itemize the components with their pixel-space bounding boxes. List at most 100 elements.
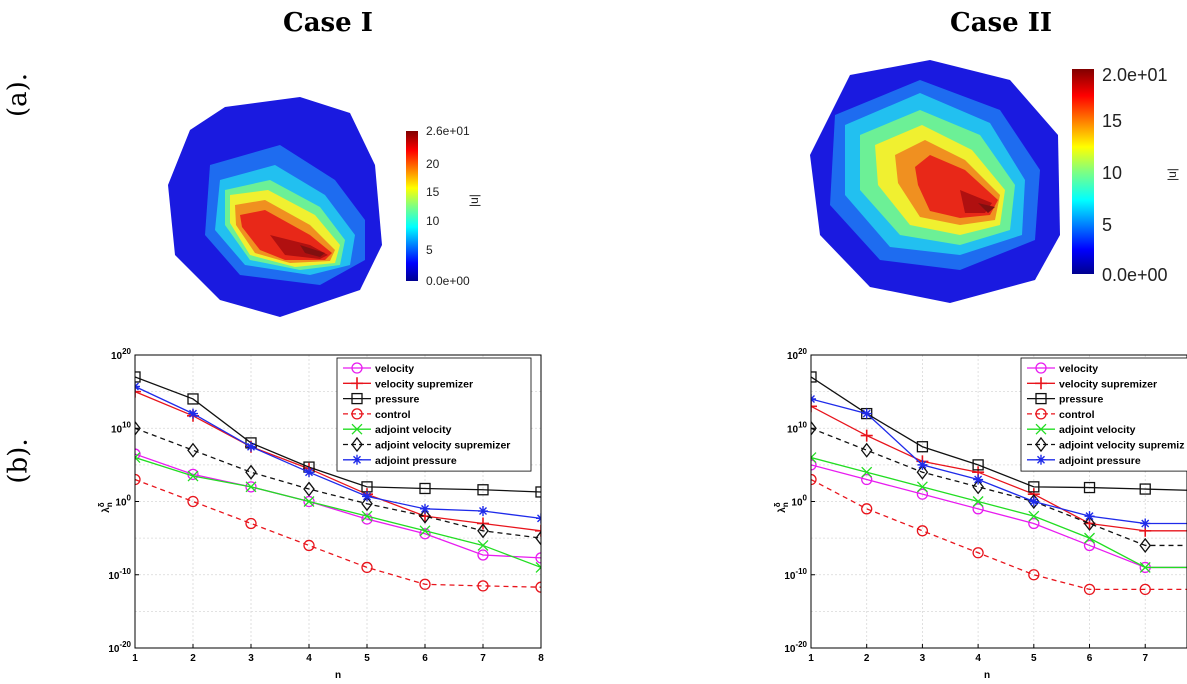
- legend-marker-velocity: [351, 362, 363, 374]
- data-point-adjoint-pressure: [420, 503, 430, 514]
- data-point-adjoint-velocity-supremizer: [811, 420, 817, 436]
- data-point-adjoint-velocity: [303, 496, 315, 507]
- series-line-control: [135, 478, 541, 588]
- data-point-adjoint-velocity: [972, 496, 984, 507]
- series-line-velocity: [135, 453, 541, 559]
- x-axis-label: n: [984, 670, 990, 681]
- data-point-velocity: [811, 459, 817, 471]
- data-point-adjoint-velocity-supremizer: [1139, 537, 1152, 554]
- data-point-adjoint-velocity-supremizer: [419, 508, 431, 524]
- legend-marker-adjoint-velocity: [351, 423, 363, 435]
- data-point-adjoint-velocity-supremizer: [187, 442, 199, 458]
- data-point-velocity-supremizer: [860, 429, 873, 442]
- series-line-control: [811, 478, 1187, 591]
- legend-marker-adjoint-pressure: [352, 454, 362, 465]
- legend: velocity velocity supremizer pressure contr…: [336, 357, 532, 472]
- x-tick-label: 1: [132, 653, 138, 664]
- data-point-pressure: [1139, 483, 1151, 495]
- velocity-magnitude-field: [810, 60, 1060, 303]
- data-point-velocity: [477, 549, 489, 561]
- legend-label-adjoint-velocity: adjoint velocity: [1059, 424, 1136, 436]
- legend-marker-adjoint-velocity: [1035, 423, 1047, 435]
- data-point-adjoint-velocity: [245, 481, 257, 493]
- legend-label-velocity: velocity: [375, 363, 414, 375]
- legend-marker-pressure: [1035, 392, 1047, 405]
- x-tick-label: 6: [1087, 653, 1093, 664]
- x-tick-label: 2: [190, 653, 196, 664]
- chart-case-i: 1 2 3 4 5 6 7 8 1020 1010 100 10-10 10-20 n λnδ velocit…: [97, 347, 544, 681]
- x-tick-label: 3: [920, 653, 926, 664]
- data-point-adjoint-velocity: [1084, 532, 1095, 544]
- velocity-magnitude-field: [168, 97, 382, 317]
- legend-box: [1020, 357, 1187, 472]
- legend-label-pressure: pressure: [375, 394, 420, 406]
- data-point-velocity: [1028, 517, 1040, 530]
- data-point-velocity-supremizer: [135, 385, 141, 398]
- data-point-velocity: [916, 488, 929, 500]
- data-point-adjoint-velocity: [535, 561, 541, 573]
- data-point-control: [1139, 583, 1151, 596]
- legend-label-adjoint-velocity-supremizer: adjoint velocity supremiz: [1059, 440, 1184, 452]
- x-tick-label: 7: [1142, 653, 1148, 664]
- colorbar-tick-label: 15: [426, 185, 440, 199]
- data-point-control: [245, 517, 257, 530]
- series-group: [135, 371, 541, 593]
- colorbar-max-label: 2.0e+01: [1102, 65, 1168, 85]
- series-group: [811, 371, 1187, 596]
- y-tick-label: 10-10: [784, 567, 807, 582]
- colorbar-max-label: 2.6e+01: [426, 124, 470, 138]
- chart-case-ii: 1 2 3 4 5 6 7 1020 1010 100 10-10 10-20 n λnδ velocity…: [773, 347, 1187, 681]
- y-tick-label: 1020: [787, 347, 808, 362]
- x-tick-label: 6: [422, 653, 428, 664]
- legend-label-pressure: pressure: [1059, 394, 1104, 406]
- data-point-control: [361, 561, 373, 574]
- data-point-adjoint-velocity-supremizer: [245, 464, 257, 480]
- data-point-control: [811, 473, 817, 486]
- data-point-velocity: [535, 552, 541, 564]
- x-tick-label: 1: [808, 653, 814, 664]
- data-point-adjoint-velocity-supremizer: [1027, 493, 1040, 510]
- y-tick-label: 100: [115, 494, 131, 509]
- series-line-velocity: [811, 464, 1187, 569]
- colorbar-title: |u|: [1165, 168, 1179, 181]
- data-point-adjoint-velocity: [1028, 510, 1040, 522]
- y-tick-label: 100: [791, 494, 807, 509]
- legend-marker-velocity: [1035, 362, 1047, 374]
- colorbar: [1072, 69, 1094, 274]
- data-point-control: [916, 525, 929, 537]
- legend-marker-adjoint-velocity-supremizer: [1035, 436, 1047, 453]
- data-point-adjoint-pressure: [188, 408, 198, 419]
- legend-marker-control: [351, 408, 363, 420]
- colorbar-tick-label: 10: [1102, 163, 1122, 183]
- x-tick-label: 5: [1031, 653, 1037, 664]
- colorbar-tick-label: 10: [426, 214, 440, 228]
- data-point-adjoint-velocity-supremizer: [477, 523, 489, 539]
- data-point-adjoint-velocity-supremizer: [916, 464, 929, 480]
- x-axis-label: n: [335, 670, 341, 681]
- data-point-adjoint-pressure: [246, 441, 256, 452]
- data-point-pressure: [916, 441, 929, 453]
- field-plot-case-i: 2.6e+01 20 15 10 5 0.0e+00 |u|: [168, 97, 481, 317]
- legend-marker-adjoint-velocity-supremizer: [351, 436, 363, 453]
- series-line-adjoint-velocity-supremizer: [811, 427, 1187, 547]
- data-point-adjoint-pressure: [973, 474, 984, 485]
- data-point-pressure: [1028, 481, 1040, 493]
- legend: velocity velocity supremizer pressure contr…: [1020, 357, 1187, 472]
- data-point-adjoint-pressure: [1140, 518, 1151, 529]
- data-point-pressure: [535, 486, 541, 498]
- x-tick-label: 4: [306, 653, 312, 664]
- data-point-velocity-supremizer: [811, 400, 817, 413]
- data-point-pressure: [419, 482, 431, 495]
- data-point-adjoint-pressure: [1084, 511, 1095, 522]
- legend-label-control: control: [1059, 409, 1095, 421]
- series-line-velocity-supremizer: [811, 405, 1187, 532]
- data-point-adjoint-pressure: [478, 506, 488, 517]
- legend-label-adjoint-pressure: adjoint pressure: [375, 455, 457, 467]
- legend-label-velocity-supremizer: velocity supremizer: [1059, 378, 1157, 390]
- data-point-control: [535, 581, 541, 593]
- data-point-adjoint-velocity: [477, 539, 489, 551]
- x-tick-label: 2: [864, 653, 870, 664]
- data-point-adjoint-velocity-supremizer: [1083, 515, 1096, 532]
- data-point-control: [187, 495, 199, 508]
